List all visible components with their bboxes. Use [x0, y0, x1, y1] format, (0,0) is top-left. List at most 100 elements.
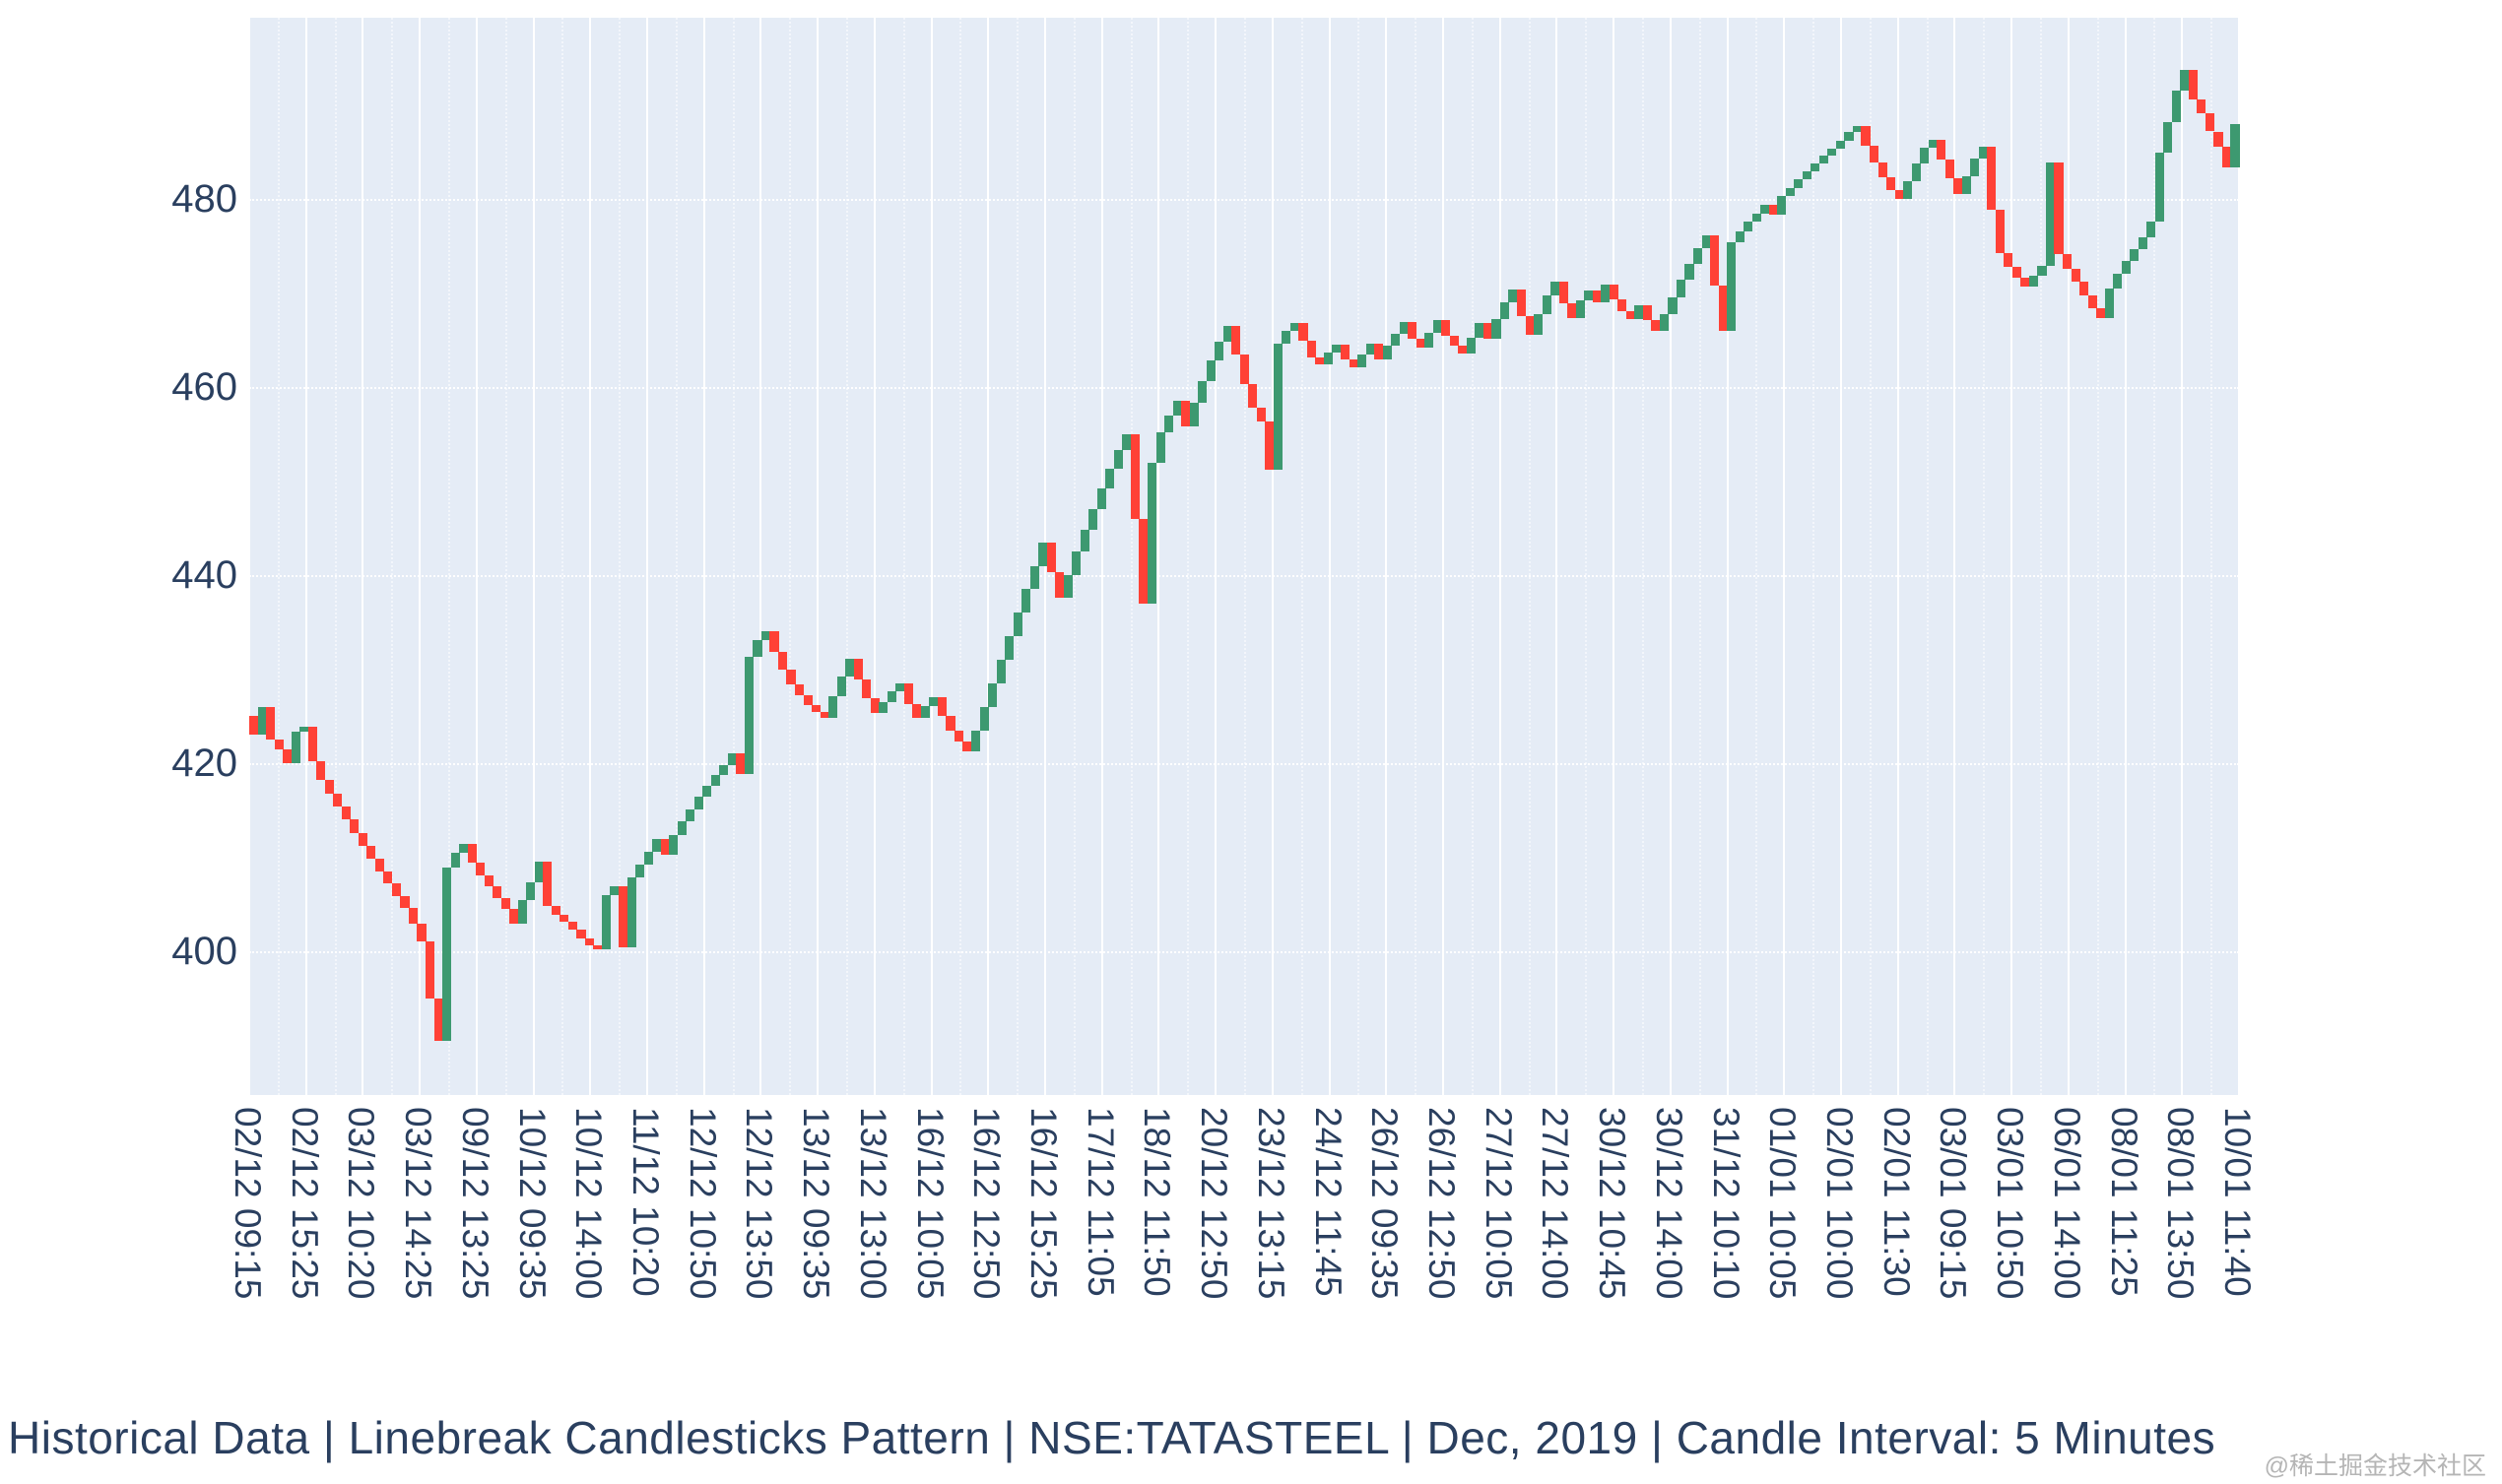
candle-up[interactable] [1659, 313, 1669, 331]
candle-down[interactable] [249, 716, 259, 736]
candle-down[interactable] [1869, 145, 1879, 162]
candle-up[interactable] [1575, 300, 1585, 319]
candle-up[interactable] [1273, 344, 1283, 471]
candle-down[interactable] [1306, 341, 1317, 357]
candle-up[interactable] [1852, 125, 1863, 133]
candle-down[interactable] [476, 863, 486, 875]
candle-down[interactable] [1231, 326, 1241, 355]
candle-down[interactable] [567, 922, 577, 930]
candle-down[interactable] [1055, 572, 1065, 598]
candle-up[interactable] [845, 659, 855, 677]
candle-up[interactable] [1096, 488, 1106, 510]
candle-down[interactable] [2071, 268, 2080, 283]
candle-down[interactable] [584, 937, 595, 946]
candle-up[interactable] [1692, 247, 1703, 265]
candle-down[interactable] [484, 874, 494, 887]
candle-down[interactable] [543, 862, 553, 907]
candle-up[interactable] [1164, 415, 1174, 432]
candle-up[interactable] [1038, 542, 1048, 566]
candle-down[interactable] [1995, 209, 2005, 253]
candle-up[interactable] [719, 764, 729, 776]
candle-up[interactable] [1920, 147, 1930, 163]
candle-up[interactable] [1122, 433, 1132, 451]
candle-up[interactable] [929, 697, 939, 706]
candle-up[interactable] [1668, 296, 1678, 314]
candle-up[interactable] [1013, 613, 1022, 637]
candle-down[interactable] [2197, 99, 2206, 114]
candle-down[interactable] [937, 697, 947, 717]
candle-down[interactable] [1710, 234, 1720, 287]
candle-down[interactable] [383, 871, 393, 884]
candle-down[interactable] [769, 631, 779, 653]
candle-up[interactable] [1189, 403, 1199, 427]
candle-down[interactable] [1609, 285, 1618, 300]
candle-down[interactable] [1139, 518, 1149, 604]
candle-down[interactable] [1046, 542, 1056, 573]
candle-up[interactable] [1088, 509, 1098, 531]
candle-down[interactable] [2205, 113, 2215, 132]
candle-down[interactable] [1944, 160, 1954, 179]
candle-up[interactable] [1818, 156, 1828, 163]
candle-down[interactable] [1458, 346, 1468, 354]
candle-down[interactable] [467, 844, 477, 864]
candle-up[interactable] [2130, 248, 2140, 262]
candle-down[interactable] [551, 906, 560, 915]
candle-down[interactable] [1408, 322, 1417, 339]
candle-up[interactable] [895, 682, 905, 692]
candle-up[interactable] [1928, 140, 1938, 148]
candle-up[interactable] [669, 834, 679, 855]
candle-down[interactable] [408, 908, 419, 925]
candle-up[interactable] [1961, 176, 1971, 195]
candle-up[interactable] [1198, 381, 1208, 404]
candle-down[interactable] [912, 703, 922, 719]
candle-up[interactable] [2037, 266, 2047, 276]
candle-down[interactable] [509, 908, 519, 925]
candle-up[interactable] [2138, 237, 2147, 249]
candle-up[interactable] [1785, 187, 1795, 197]
candle-up[interactable] [1584, 290, 1594, 301]
candle-up[interactable] [828, 696, 838, 719]
candle-up[interactable] [1222, 326, 1232, 343]
candle-up[interactable] [2230, 123, 2240, 167]
candle-up[interactable] [1701, 234, 1711, 248]
candle-down[interactable] [350, 819, 360, 833]
candle-down[interactable] [316, 761, 326, 781]
candle-down[interactable] [2011, 266, 2021, 279]
candle-down[interactable] [954, 730, 964, 742]
candle-up[interactable] [1466, 337, 1476, 354]
plot-area[interactable] [248, 18, 2240, 1095]
candle-up[interactable] [1903, 181, 1913, 200]
candle-down[interactable] [1592, 290, 1602, 303]
candle-down[interactable] [493, 886, 502, 898]
candle-up[interactable] [677, 821, 687, 835]
candle-up[interactable] [1105, 469, 1115, 489]
candle-down[interactable] [1315, 356, 1325, 365]
candle-up[interactable] [1751, 213, 1761, 223]
candle-up[interactable] [1399, 322, 1409, 334]
candle-up[interactable] [2163, 121, 2173, 153]
candle-up[interactable] [1424, 332, 1434, 349]
candle-up[interactable] [1491, 319, 1501, 340]
candle-up[interactable] [2171, 90, 2181, 122]
candle-up[interactable] [1005, 636, 1015, 660]
candle-up[interactable] [1760, 204, 1770, 214]
candle-down[interactable] [366, 846, 376, 860]
candle-down[interactable] [391, 883, 401, 896]
candle-up[interactable] [1744, 222, 1753, 231]
candle-down[interactable] [1525, 315, 1535, 335]
candle-down[interactable] [576, 929, 586, 938]
candle-up[interactable] [1029, 565, 1039, 590]
candle-down[interactable] [1298, 323, 1308, 342]
candle-up[interactable] [450, 852, 460, 868]
candle-up[interactable] [1534, 313, 1544, 335]
candle-up[interactable] [1332, 345, 1342, 353]
candle-down[interactable] [560, 914, 569, 923]
candle-up[interactable] [760, 631, 771, 640]
candle-up[interactable] [686, 808, 695, 822]
candle-up[interactable] [1735, 230, 1745, 243]
candle-up[interactable] [1021, 589, 1031, 613]
candle-down[interactable] [1517, 289, 1527, 316]
candle-up[interactable] [442, 867, 452, 1041]
candle-up[interactable] [534, 862, 544, 883]
candle-up[interactable] [1978, 146, 1988, 160]
